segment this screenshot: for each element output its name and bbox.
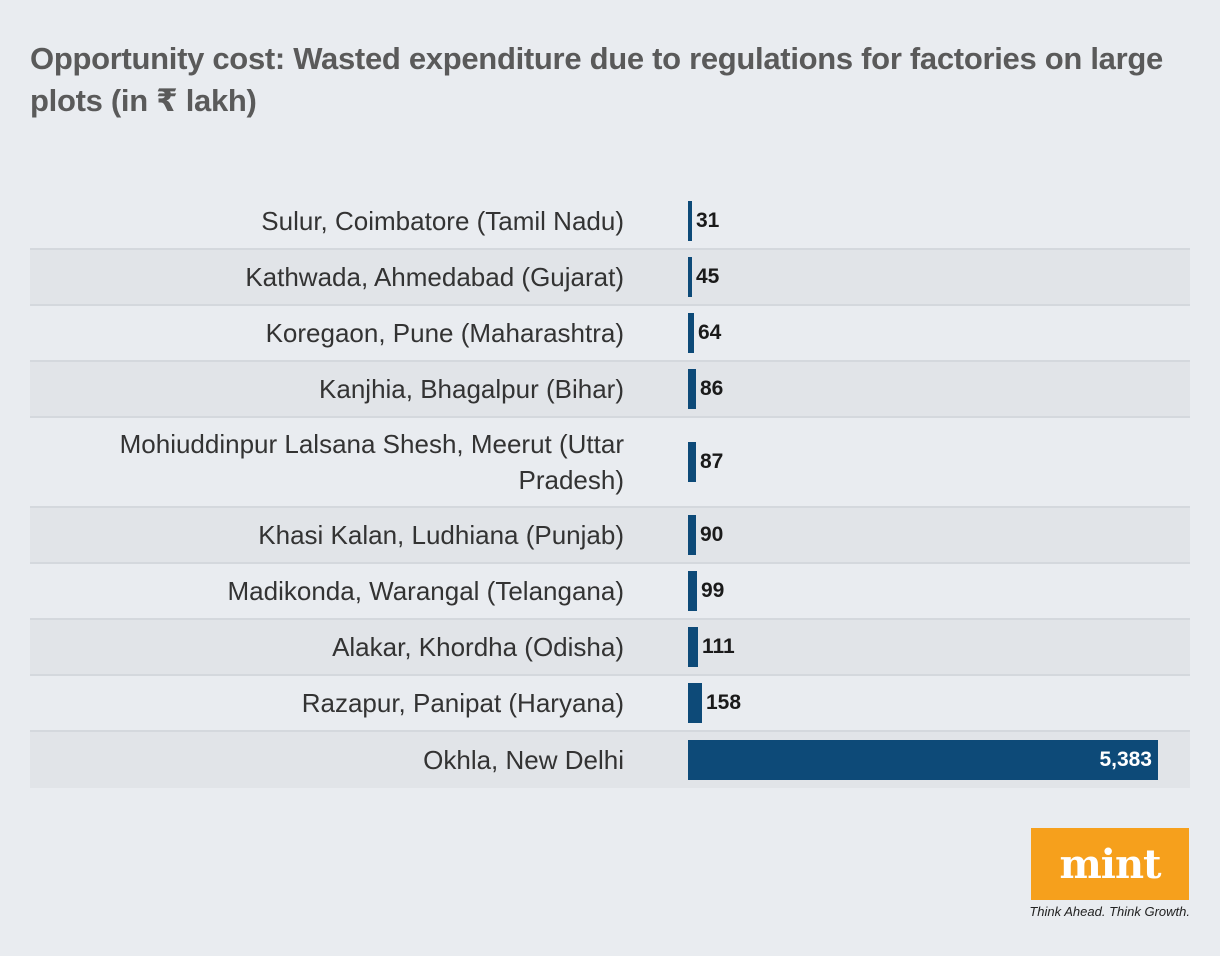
bar	[688, 571, 697, 611]
category-label: Alakar, Khordha (Odisha)	[332, 632, 624, 662]
bar	[688, 313, 694, 353]
category-label: Khasi Kalan, Ludhiana (Punjab)	[258, 520, 624, 550]
data-label: 5,383	[1099, 748, 1152, 771]
data-label: 90	[700, 523, 724, 546]
data-label: 86	[700, 377, 724, 400]
data-label: 45	[696, 265, 720, 288]
bar	[688, 369, 696, 409]
logo-tagline: Think Ahead. Think Growth.	[1029, 904, 1190, 919]
chart-row: Khasi Kalan, Ludhiana (Punjab) 90	[30, 508, 1190, 564]
bar-chart: Sulur, Coimbatore (Tamil Nadu) 31 Kathwada…	[30, 194, 1190, 788]
chart-row: Kanjhia, Bhagalpur (Bihar) 86	[30, 362, 1190, 418]
category-label: Kanjhia, Bhagalpur (Bihar)	[319, 374, 624, 404]
bar	[688, 515, 696, 555]
chart-row: Koregaon, Pune (Maharashtra) 64	[30, 306, 1190, 362]
category-label: Razapur, Panipat (Haryana)	[301, 688, 624, 718]
mint-logo: mint	[1031, 828, 1189, 900]
bar	[688, 257, 692, 297]
data-label: 31	[696, 209, 720, 232]
data-label: 111	[702, 635, 735, 658]
data-label: 64	[698, 321, 722, 344]
data-label: 158	[706, 691, 742, 714]
chart-row: Razapur, Panipat (Haryana) 158	[30, 676, 1190, 732]
chart-row: Mohiuddinpur Lalsana Shesh, Meerut (Utta…	[30, 418, 1190, 508]
chart-row: Madikonda, Warangal (Telangana) 99	[30, 564, 1190, 620]
category-label: Mohiuddinpur Lalsana Shesh, Meerut (Utta…	[119, 429, 624, 495]
bar	[688, 740, 1158, 780]
chart-row: Okhla, New Delhi 5,383	[30, 732, 1190, 788]
bar	[688, 627, 698, 667]
category-label: Okhla, New Delhi	[423, 745, 624, 775]
data-label: 99	[701, 579, 725, 602]
chart-row: Kathwada, Ahmedabad (Gujarat) 45	[30, 250, 1190, 306]
data-label: 87	[700, 450, 724, 473]
category-label: Sulur, Coimbatore (Tamil Nadu)	[261, 206, 624, 236]
category-label: Koregaon, Pune (Maharashtra)	[265, 318, 624, 348]
category-label: Madikonda, Warangal (Telangana)	[227, 576, 625, 606]
chart-title: Opportunity cost: Wasted expenditure due…	[30, 41, 1163, 118]
bar	[688, 201, 692, 241]
chart-row: Sulur, Coimbatore (Tamil Nadu) 31	[30, 194, 1190, 250]
category-label: Kathwada, Ahmedabad (Gujarat)	[245, 262, 624, 292]
chart-row: Alakar, Khordha (Odisha) 111	[30, 620, 1190, 676]
bar	[688, 683, 702, 723]
bar	[688, 442, 696, 482]
